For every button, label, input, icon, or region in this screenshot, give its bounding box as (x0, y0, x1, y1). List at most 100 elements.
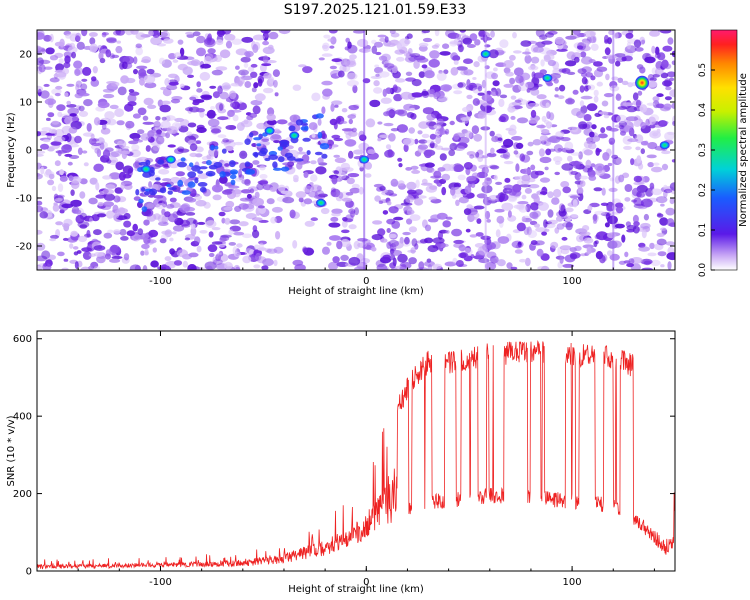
spectral-speckle (256, 183, 264, 191)
spectral-speckle (596, 81, 603, 87)
spectral-speckle (358, 130, 365, 140)
spectral-speckle (327, 38, 334, 42)
spectral-speckle (195, 199, 207, 207)
spectral-speckle (49, 55, 59, 61)
spectral-speckle (547, 219, 558, 225)
spectral-speckle (251, 87, 257, 93)
spectral-speckle (273, 140, 280, 144)
spectral-speckle (415, 179, 420, 189)
spectral-speckle (595, 147, 600, 156)
spectral-speckle (620, 130, 626, 136)
spectral-speckle (120, 75, 129, 84)
spectral-ridge-speckle (214, 145, 219, 150)
spectral-speckle (637, 90, 643, 96)
spectral-speckle (310, 217, 318, 222)
spectral-speckle (58, 58, 64, 64)
spectral-speckle (59, 175, 68, 182)
spectral-speckle (369, 99, 381, 108)
spectral-speckle (186, 131, 193, 137)
spectral-speckle (532, 46, 544, 53)
spectral-speckle (302, 247, 308, 254)
spectral-speckle (442, 220, 452, 228)
spectral-speckle (649, 124, 656, 129)
spectral-speckle (573, 160, 580, 169)
spectral-speckle (580, 95, 593, 100)
spectral-speckle (328, 143, 333, 150)
spectral-speckle (418, 261, 425, 270)
spectral-speckle (502, 138, 514, 148)
spectral-speckle (105, 210, 115, 219)
spectral-speckle (82, 251, 92, 260)
spectral-speckle (548, 148, 556, 152)
spectral-speckle (231, 38, 242, 45)
spectral-speckle (521, 174, 531, 182)
spectral-speckle (614, 223, 625, 229)
spectral-speckle (206, 109, 216, 119)
spectral-speckle (564, 218, 572, 222)
spectral-speckle (321, 106, 326, 114)
spectral-speckle (364, 161, 373, 170)
spectral-feature-blob (165, 155, 176, 164)
spectral-ridge-speckle (221, 148, 227, 154)
spectral-speckle (162, 88, 172, 97)
spectral-speckle (527, 102, 540, 108)
spectral-speckle (81, 30, 88, 37)
spectral-speckle (410, 165, 419, 170)
spectral-speckle (309, 182, 314, 186)
spectral-speckle (410, 247, 416, 254)
spectral-speckle (370, 75, 382, 79)
spectral-speckle (667, 261, 672, 270)
spectral-speckle (618, 174, 625, 183)
spectral-speckle (161, 230, 171, 235)
spectral-speckle (580, 231, 591, 236)
spectral-speckle (37, 150, 46, 154)
spectral-speckle (530, 202, 539, 211)
spectral-speckle (384, 149, 395, 158)
snr-x-tick-label: -100 (149, 577, 172, 588)
spectral-speckle (67, 107, 79, 116)
spectral-speckle (338, 171, 347, 179)
spectral-speckle (393, 93, 403, 102)
spectral-speckle (515, 163, 520, 173)
spectral-speckle (477, 112, 486, 119)
spectral-speckle (372, 220, 383, 225)
spectral-speckle (445, 230, 450, 234)
spectral-speckle (59, 38, 65, 48)
spectral-speckle (615, 206, 624, 214)
spectral-speckle (330, 103, 335, 112)
spectral-speckle (71, 51, 76, 59)
spectral-speckle (339, 120, 348, 124)
spectral-speckle (41, 127, 52, 131)
spectral-speckle (643, 213, 650, 221)
colorbar-tick-label: 0.5 (698, 63, 708, 77)
spectral-speckle (168, 73, 178, 79)
spectral-speckle (652, 96, 660, 102)
spectral-speckle (93, 117, 101, 126)
spectral-speckle (322, 88, 333, 97)
spectral-speckle (236, 243, 243, 248)
spectral-speckle (633, 221, 640, 227)
spectral-speckle (219, 103, 224, 111)
spectral-speckle (400, 91, 413, 100)
spectral-speckle (572, 89, 579, 95)
spectral-speckle (37, 264, 43, 270)
spectral-speckle (663, 184, 668, 191)
spectral-speckle (190, 227, 197, 237)
spectral-speckle (322, 44, 329, 49)
spectral-speckle (232, 114, 239, 122)
spectral-speckle (587, 84, 596, 91)
spectral-speckle (310, 160, 317, 165)
spectral-speckle (554, 87, 560, 92)
spectral-speckle (544, 32, 555, 38)
spectral-speckle (187, 122, 197, 128)
spectral-speckle (377, 137, 382, 142)
spectral-speckle (547, 59, 557, 67)
spectral-speckle (663, 103, 672, 110)
spectral-speckle (102, 175, 112, 180)
spectral-speckle (326, 241, 332, 246)
spectral-speckle (484, 262, 497, 270)
spectral-speckle (278, 30, 291, 35)
spectral-speckle (470, 183, 476, 188)
spectral-speckle (397, 180, 405, 187)
spectral-speckle (570, 253, 578, 260)
